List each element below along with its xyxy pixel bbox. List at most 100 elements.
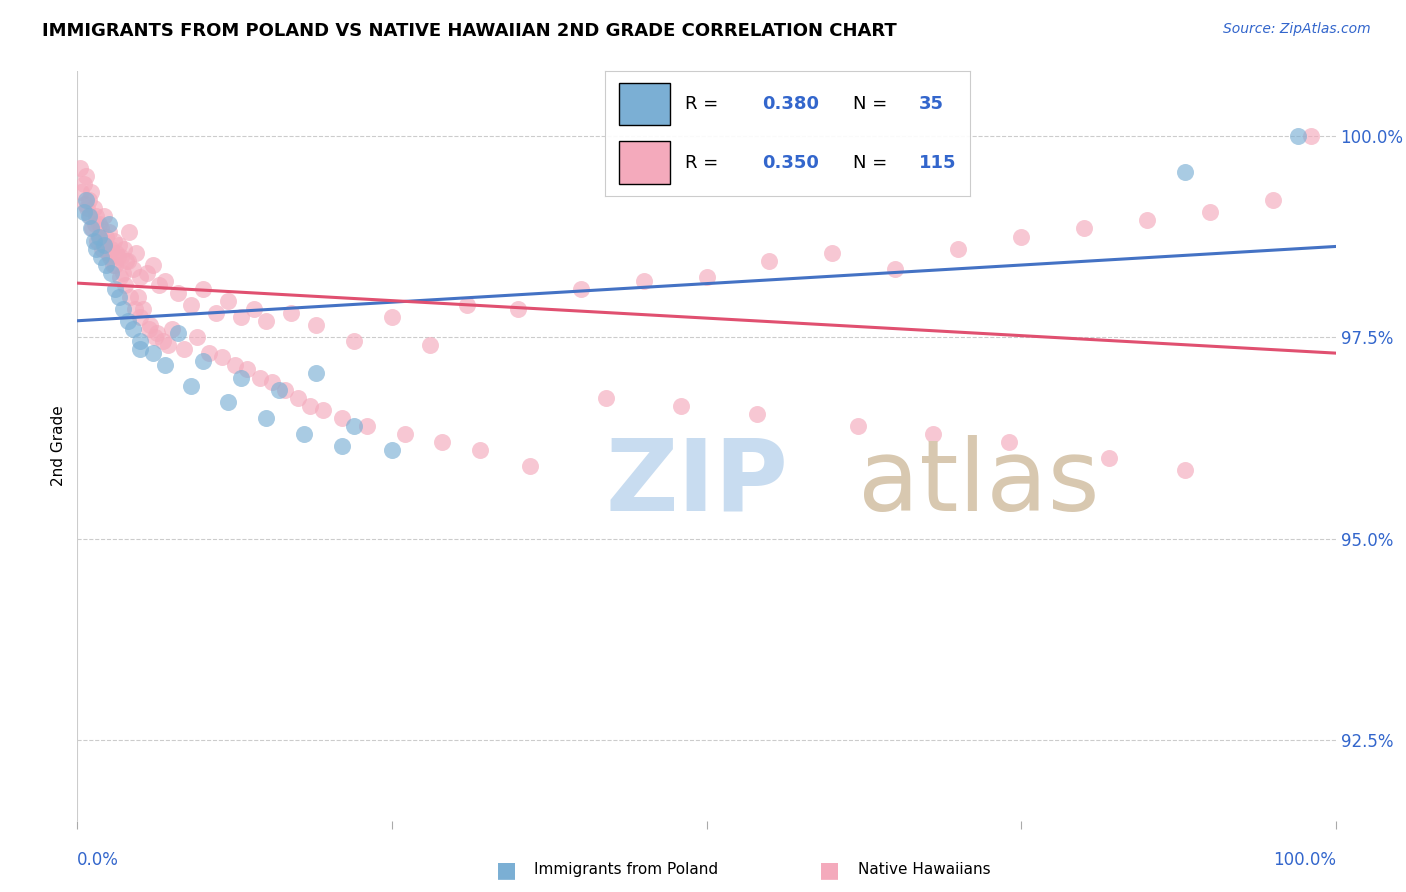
Point xyxy=(129,269,152,284)
Point xyxy=(111,301,134,316)
Point xyxy=(97,226,120,240)
Point xyxy=(101,258,124,272)
Point xyxy=(143,330,166,344)
Point xyxy=(846,418,869,433)
Point xyxy=(330,439,353,453)
Point xyxy=(180,378,202,392)
Point xyxy=(155,274,177,288)
Point xyxy=(96,229,118,244)
Point xyxy=(100,266,122,280)
Point xyxy=(100,242,122,256)
Point xyxy=(145,326,167,341)
Text: ZIP: ZIP xyxy=(606,435,789,532)
Text: ■: ■ xyxy=(496,860,516,880)
Point xyxy=(108,290,131,304)
Point xyxy=(84,218,107,232)
Point xyxy=(104,258,127,272)
Point xyxy=(280,306,302,320)
Point xyxy=(138,322,160,336)
Point xyxy=(671,399,693,413)
Point xyxy=(148,277,170,292)
Text: R =: R = xyxy=(685,95,724,112)
Point xyxy=(167,285,190,300)
Point xyxy=(129,334,152,349)
Point xyxy=(997,434,1019,449)
Point xyxy=(1261,194,1284,208)
Point xyxy=(262,375,284,389)
Point xyxy=(224,359,246,373)
Point xyxy=(236,362,259,376)
Point xyxy=(89,229,111,244)
Point xyxy=(108,269,131,284)
Point xyxy=(94,237,117,252)
Point xyxy=(155,359,177,373)
Text: 0.350: 0.350 xyxy=(762,153,818,171)
Point xyxy=(211,351,233,365)
Point xyxy=(287,391,309,405)
Point xyxy=(745,407,768,421)
Point xyxy=(75,194,97,208)
Point xyxy=(93,210,115,224)
Point xyxy=(254,410,277,425)
Point xyxy=(86,234,108,248)
Point xyxy=(77,194,100,208)
Text: Native Hawaiians: Native Hawaiians xyxy=(858,863,990,877)
Point xyxy=(696,269,718,284)
Point xyxy=(127,290,149,304)
Point xyxy=(114,277,136,292)
Point xyxy=(922,426,945,441)
Point xyxy=(139,318,162,333)
Point xyxy=(217,293,239,308)
Point xyxy=(80,185,103,199)
Point xyxy=(519,459,541,474)
Point xyxy=(93,237,115,252)
Point xyxy=(249,370,271,384)
FancyBboxPatch shape xyxy=(619,83,671,125)
Point xyxy=(87,229,110,244)
Point xyxy=(80,221,103,235)
Point xyxy=(84,242,107,256)
Point xyxy=(91,242,114,256)
Point xyxy=(312,402,335,417)
Y-axis label: 2nd Grade: 2nd Grade xyxy=(51,406,66,486)
Point xyxy=(83,202,105,216)
Point xyxy=(343,418,366,433)
Point xyxy=(468,443,491,458)
Point xyxy=(419,338,441,352)
Point xyxy=(75,169,97,183)
Point xyxy=(758,253,780,268)
Point xyxy=(132,301,155,316)
Point xyxy=(356,418,378,433)
Point xyxy=(1174,165,1197,179)
Point xyxy=(1136,213,1159,227)
Point xyxy=(186,330,208,344)
Point xyxy=(87,218,110,232)
Text: Immigrants from Poland: Immigrants from Poland xyxy=(534,863,718,877)
Text: IMMIGRANTS FROM POLAND VS NATIVE HAWAIIAN 2ND GRADE CORRELATION CHART: IMMIGRANTS FROM POLAND VS NATIVE HAWAIIA… xyxy=(42,22,897,40)
Point xyxy=(381,310,404,324)
Point xyxy=(129,310,152,324)
Point xyxy=(821,245,844,260)
Text: 0.380: 0.380 xyxy=(762,95,818,112)
Point xyxy=(299,399,322,413)
Point xyxy=(121,261,143,276)
Point xyxy=(1098,451,1121,466)
Point xyxy=(633,274,655,288)
Point xyxy=(1010,229,1032,244)
Point xyxy=(330,410,353,425)
Point xyxy=(456,298,478,312)
Point xyxy=(111,266,134,280)
Text: 0.0%: 0.0% xyxy=(77,851,120,869)
Point xyxy=(108,237,131,252)
Point xyxy=(948,242,970,256)
Point xyxy=(96,258,118,272)
Point xyxy=(69,161,91,175)
Point xyxy=(1198,205,1220,219)
Point xyxy=(274,383,297,397)
Point xyxy=(160,322,183,336)
Point xyxy=(242,301,264,316)
Point xyxy=(124,301,146,316)
Point xyxy=(506,301,529,316)
Point xyxy=(79,210,101,224)
Point xyxy=(1174,463,1197,477)
